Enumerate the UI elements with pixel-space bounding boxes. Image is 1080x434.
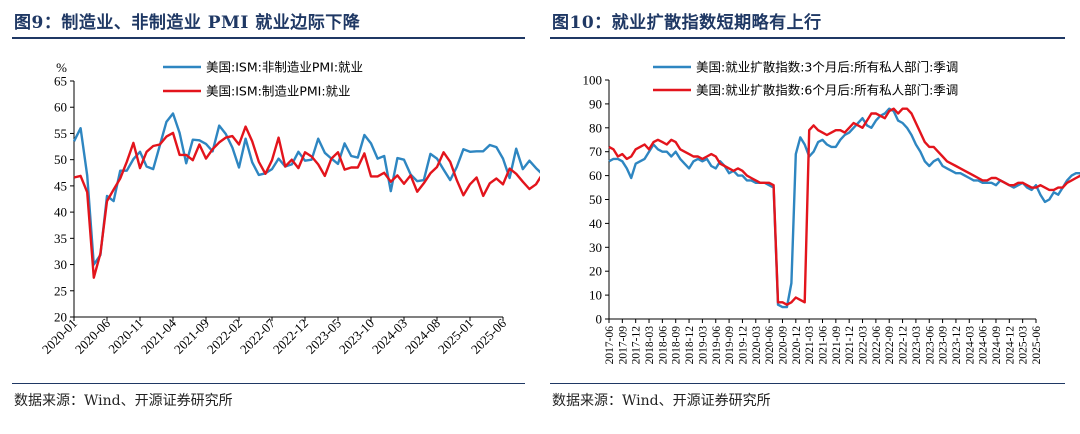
y-tick-label: 30 — [54, 257, 67, 272]
y-tick-label: 20 — [54, 310, 67, 325]
y-tick-label: 50 — [589, 192, 602, 207]
x-tick-label: 2018-06 — [657, 326, 669, 365]
x-tick-label: 2022-12 — [270, 316, 311, 357]
right-legend-label-1: 美国:就业扩散指数:3个月后:所有私人部门:季调 — [696, 60, 958, 75]
y-tick-label: 30 — [589, 240, 602, 255]
left-legend-label-1: 美国:ISM:非制造业PMI:就业 — [206, 60, 363, 75]
x-tick-label: 2019-03 — [697, 326, 709, 365]
x-tick-label: 2022-02 — [204, 316, 245, 357]
right-legend-label-2: 美国:就业扩散指数:6个月后:所有私人部门:季调 — [696, 83, 958, 98]
x-tick-label: 2020-06 — [764, 326, 776, 365]
x-tick-label: 2022-06 — [871, 326, 883, 365]
x-tick-label: 2018-03 — [644, 326, 656, 365]
x-tick-label: 2018-12 — [684, 326, 696, 365]
x-tick-label: 2017-12 — [631, 326, 643, 365]
x-tick-label: 2024-03 — [369, 316, 410, 357]
source-note: 数据来源：Wind、开源证券研究所 — [552, 393, 771, 409]
x-tick-label: 2022-03 — [858, 326, 870, 365]
x-tick-label: 2022-09 — [884, 326, 896, 365]
x-tick-label: 2025-03 — [1018, 326, 1030, 365]
x-tick-label: 2025-06 — [468, 315, 510, 357]
x-tick-label: 2023-12 — [951, 326, 963, 365]
figure-title: 图10：就业扩散指数短期略有上行 — [552, 13, 822, 33]
x-tick-label: 2021-12 — [844, 326, 856, 365]
y-tick-label: 0 — [596, 312, 603, 327]
x-tick-label: 2024-12 — [1004, 326, 1016, 365]
y-tick-label: 40 — [589, 216, 602, 231]
x-tick-label: 2019-06 — [711, 326, 723, 365]
x-tick-label: 2020-12 — [791, 326, 803, 365]
x-tick-label: 2020-06 — [72, 315, 114, 357]
x-tick-label: 2019-12 — [737, 326, 749, 365]
title-rule — [550, 37, 1065, 39]
x-tick-label: 2020-09 — [777, 326, 789, 365]
left-series-1-line — [72, 112, 540, 266]
right-series-2-line — [608, 107, 1080, 306]
y-tick-label: 20 — [589, 264, 602, 279]
y-tick-label: 50 — [54, 152, 67, 167]
y-tick-label: 100 — [583, 73, 603, 88]
x-tick-label: 2021-04 — [138, 315, 180, 357]
x-tick-label: 2024-06 — [978, 326, 990, 365]
figure-title: 图9：制造业、非制造业 PMI 就业边际下降 — [14, 13, 361, 33]
y-tick-label: 25 — [54, 283, 67, 298]
y-tick-label: 45 — [54, 178, 67, 193]
x-tick-label: 2021-06 — [818, 326, 830, 365]
y-tick-label: 60 — [589, 168, 602, 183]
y-tick-label: 40 — [54, 205, 67, 220]
y-tick-label: 65 — [54, 74, 67, 89]
left-legend-label-2: 美国:ISM:制造业PMI:就业 — [206, 84, 351, 99]
x-tick-label: 2024-03 — [964, 326, 976, 365]
x-tick-label: 2022-12 — [898, 326, 910, 365]
x-tick-label: 2025-06 — [1031, 326, 1043, 365]
x-tick-label: 2021-09 — [171, 316, 212, 357]
x-tick-label: 2023-03 — [911, 326, 923, 365]
x-tick-label: 2024-08 — [402, 316, 443, 357]
source-note: 数据来源：Wind、开源证券研究所 — [14, 393, 233, 409]
chart-right: 0 10 20 30 40 50 60 70 80 90 100 2017-06 2017-09 2017… — [583, 60, 1080, 365]
y-unit-label: % — [56, 60, 67, 75]
x-tick-label: 2023-09 — [938, 326, 950, 365]
x-tick-label: 2018-09 — [671, 326, 683, 365]
x-tick-label: 2020-03 — [751, 326, 763, 365]
chart-left: 20253035404550556065%2020-012020-062020-… — [39, 60, 540, 357]
y-tick-label: 55 — [54, 126, 67, 141]
y-tick-label: 35 — [54, 231, 67, 246]
y-tick-label: 90 — [589, 96, 602, 111]
title-rule — [12, 37, 525, 39]
x-tick-label: 2021-09 — [831, 326, 843, 365]
x-tick-label: 2020-11 — [105, 316, 146, 357]
x-tick-label: 2023-10 — [336, 316, 377, 357]
right-series-1-line — [608, 107, 1080, 309]
y-tick-label: 70 — [589, 144, 602, 159]
x-tick-label: 2023-05 — [303, 316, 344, 357]
x-tick-label: 2022-07 — [237, 315, 279, 357]
right-figure-panel: 图10：就业扩散指数短期略有上行 0 10 20 30 40 50 60 70 80 90 100 2… — [540, 0, 1080, 434]
x-tick-label: 2024-09 — [991, 326, 1003, 365]
x-tick-label: 2017-06 — [604, 326, 616, 365]
x-tick-label: 2025-01 — [435, 316, 476, 357]
x-tick-label: 2023-06 — [924, 326, 936, 365]
y-tick-label: 80 — [589, 120, 602, 135]
left-series-2-line — [73, 125, 540, 279]
x-tick-label: 2019-09 — [724, 326, 736, 365]
left-figure-panel: 图9：制造业、非制造业 PMI 就业边际下降 20 25 30 35 40 45 50 55 6… — [12, 13, 540, 409]
y-tick-label: 60 — [54, 100, 67, 115]
y-tick-label: 10 — [589, 288, 602, 303]
source-rule — [12, 383, 525, 384]
x-tick-label: 2021-03 — [804, 326, 816, 365]
x-tick-label: 2017-09 — [617, 326, 629, 365]
source-rule — [550, 383, 1065, 384]
